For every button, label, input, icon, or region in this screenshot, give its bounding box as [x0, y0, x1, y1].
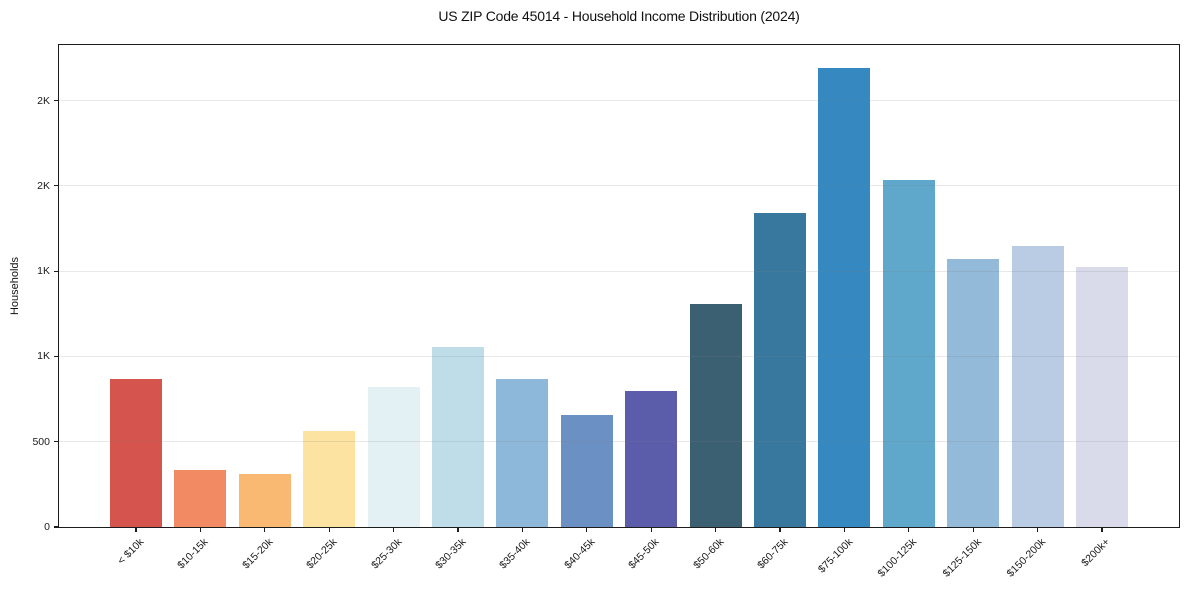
x-tick-mark: [586, 527, 588, 532]
bar: [303, 430, 356, 527]
x-tick-mark: [972, 527, 974, 532]
y-tick-label: 2K: [37, 179, 50, 192]
x-tick-mark: [779, 527, 781, 532]
y-tick-label: 500: [32, 435, 50, 448]
y-tick-mark: [53, 270, 58, 272]
x-tick-mark: [1037, 527, 1039, 532]
x-tick-mark: [328, 527, 330, 532]
x-tick-mark: [908, 527, 910, 532]
bar: [1076, 266, 1128, 527]
y-tick-label: 2K: [37, 94, 50, 107]
x-tick-mark: [199, 527, 201, 532]
bar: [560, 415, 613, 527]
y-tick-label: 1K: [37, 265, 50, 278]
gridline: [59, 441, 1179, 443]
x-tick-mark: [135, 527, 137, 532]
x-tick-mark: [650, 527, 652, 532]
bar: [110, 379, 162, 527]
x-tick-mark: [521, 527, 523, 532]
gridline: [59, 270, 1179, 272]
y-tick-label: 0: [44, 521, 50, 533]
y-tick-label: 1K: [37, 350, 50, 363]
bar: [238, 474, 291, 527]
gridline: [59, 185, 1179, 187]
y-tick-mark: [53, 441, 58, 443]
y-axis-label: Households: [9, 256, 21, 316]
bar: [496, 378, 549, 527]
bar: [754, 212, 806, 527]
x-tick-mark: [457, 527, 459, 532]
bar: [432, 346, 484, 527]
gridline: [59, 355, 1179, 357]
y-tick-mark: [53, 355, 58, 358]
bar: [947, 258, 1000, 527]
x-tick-mark: [1101, 527, 1103, 532]
bar: [174, 470, 227, 527]
x-tick-mark: [843, 527, 845, 532]
x-tick-mark: [715, 527, 717, 532]
gridline: [59, 100, 1179, 102]
bar: [882, 179, 935, 527]
bar: [367, 387, 420, 527]
bar: [818, 68, 871, 527]
bar: [689, 304, 742, 527]
y-tick-mark: [53, 100, 58, 102]
plot-area: 0 500 1K 1K 2K 2K < $10k $10-15k $15-20k $20-25k $…: [32, 44, 1180, 580]
bar: [625, 390, 678, 527]
x-tick-mark: [264, 527, 266, 532]
bar: [1011, 245, 1064, 527]
y-tick-mark: [53, 526, 58, 528]
chart-title: US ZIP Code 45014 - Household Income Dis…: [438, 8, 800, 24]
x-tick-mark: [393, 527, 395, 532]
y-tick-mark: [53, 185, 58, 187]
